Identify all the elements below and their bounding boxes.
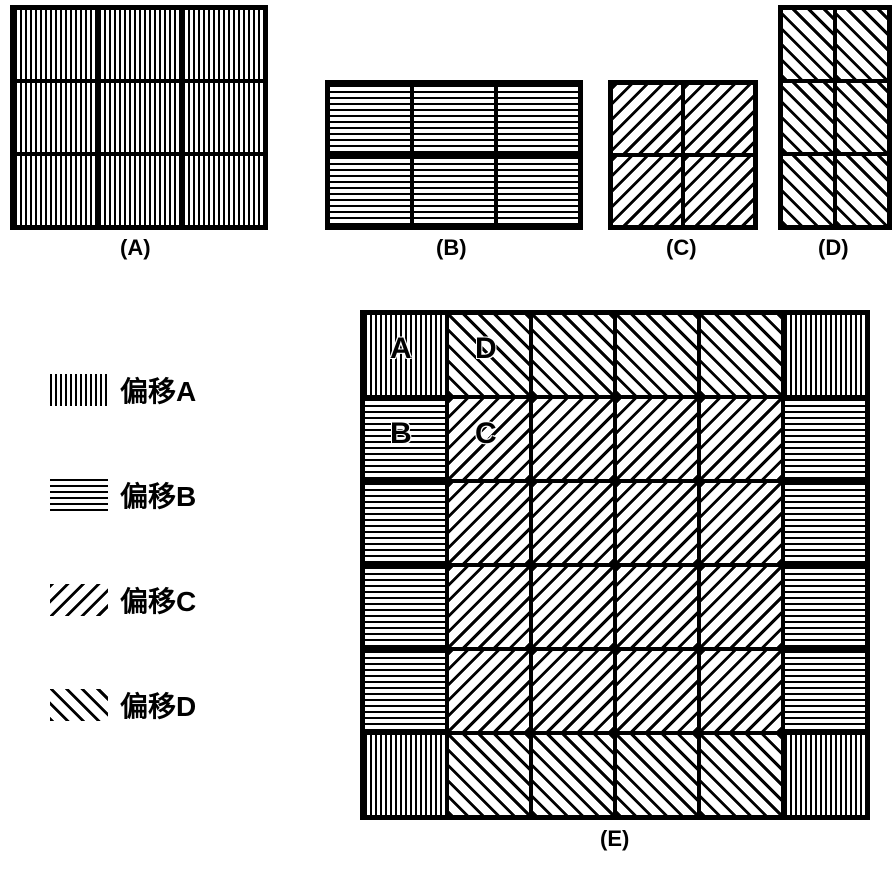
cell xyxy=(363,565,447,649)
cell xyxy=(783,481,867,565)
cell xyxy=(531,397,615,481)
cell xyxy=(328,155,412,227)
cell xyxy=(835,81,889,154)
cell xyxy=(363,649,447,733)
caption-b: (B) xyxy=(436,235,467,261)
cell xyxy=(683,155,755,227)
legend-swatch-c xyxy=(50,584,108,616)
cell xyxy=(181,81,265,154)
cell xyxy=(781,8,835,81)
overlay-label-b: B xyxy=(390,417,412,451)
caption-c: (C) xyxy=(666,235,697,261)
cell xyxy=(615,733,699,817)
cell xyxy=(13,8,97,81)
cell xyxy=(683,83,755,155)
cell xyxy=(699,733,783,817)
cell xyxy=(447,565,531,649)
cell xyxy=(447,649,531,733)
legend-item-c: 偏移C xyxy=(50,580,196,620)
cell xyxy=(699,649,783,733)
cell xyxy=(835,154,889,227)
overlay-label-a: A xyxy=(390,332,412,366)
cell xyxy=(181,8,265,81)
panel-c xyxy=(608,80,758,230)
panel-a xyxy=(10,5,268,230)
cell xyxy=(412,155,496,227)
cell xyxy=(447,733,531,817)
legend-label-b: 偏移B xyxy=(120,475,196,515)
cell xyxy=(531,649,615,733)
cell xyxy=(412,83,496,155)
caption-d: (D) xyxy=(818,235,849,261)
legend-item-b: 偏移B xyxy=(50,475,196,515)
cell xyxy=(531,313,615,397)
cell xyxy=(531,733,615,817)
cell xyxy=(783,565,867,649)
cell xyxy=(615,649,699,733)
panel-b xyxy=(325,80,583,230)
cell xyxy=(496,155,580,227)
legend-label-d: 偏移D xyxy=(120,685,196,725)
cell xyxy=(835,8,889,81)
cell xyxy=(13,154,97,227)
cell xyxy=(615,397,699,481)
panel-e xyxy=(360,310,870,820)
legend-swatch-a xyxy=(50,374,108,406)
cell xyxy=(611,83,683,155)
cell xyxy=(531,481,615,565)
legend-swatch-b xyxy=(50,479,108,511)
cell xyxy=(699,397,783,481)
cell xyxy=(781,81,835,154)
cell xyxy=(783,649,867,733)
cell xyxy=(363,481,447,565)
cell xyxy=(611,155,683,227)
cell xyxy=(531,565,615,649)
cell xyxy=(783,733,867,817)
cell xyxy=(97,154,181,227)
overlay-label-d: D xyxy=(475,332,497,366)
legend-item-a: 偏移A xyxy=(50,370,196,410)
cell xyxy=(615,481,699,565)
panel-d xyxy=(778,5,892,230)
legend-label-a: 偏移A xyxy=(120,370,196,410)
cell xyxy=(783,397,867,481)
cell xyxy=(699,313,783,397)
cell xyxy=(97,81,181,154)
cell xyxy=(496,83,580,155)
legend-item-d: 偏移D xyxy=(50,685,196,725)
cell xyxy=(97,8,181,81)
legend-swatch-d xyxy=(50,689,108,721)
caption-a: (A) xyxy=(120,235,151,261)
cell xyxy=(447,481,531,565)
cell xyxy=(699,481,783,565)
cell xyxy=(328,83,412,155)
cell xyxy=(615,565,699,649)
cell xyxy=(13,81,97,154)
cell xyxy=(363,733,447,817)
cell xyxy=(783,313,867,397)
cell xyxy=(181,154,265,227)
cell xyxy=(781,154,835,227)
cell xyxy=(615,313,699,397)
legend-label-c: 偏移C xyxy=(120,580,196,620)
caption-e: (E) xyxy=(600,826,629,852)
overlay-label-c: C xyxy=(475,417,497,451)
cell xyxy=(699,565,783,649)
